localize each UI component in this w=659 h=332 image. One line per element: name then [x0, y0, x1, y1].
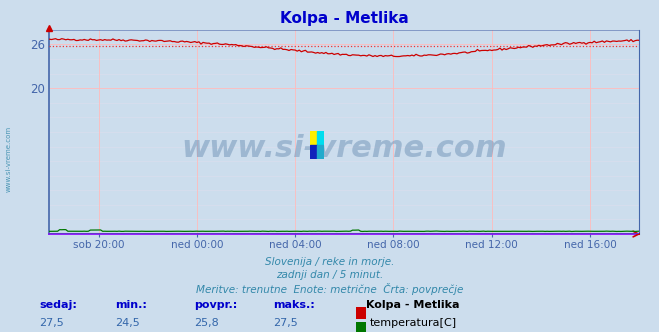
Text: sedaj:: sedaj:: [40, 300, 77, 310]
Text: maks.:: maks.:: [273, 300, 315, 310]
Title: Kolpa - Metlika: Kolpa - Metlika: [280, 11, 409, 26]
Text: min.:: min.:: [115, 300, 147, 310]
Text: temperatura[C]: temperatura[C]: [370, 318, 457, 328]
Bar: [317, 145, 324, 159]
Bar: [310, 131, 317, 145]
Text: Slovenija / reke in morje.: Slovenija / reke in morje.: [265, 257, 394, 267]
Text: povpr.:: povpr.:: [194, 300, 238, 310]
Bar: [317, 131, 324, 145]
Text: 24,5: 24,5: [115, 318, 140, 328]
Text: Kolpa - Metlika: Kolpa - Metlika: [366, 300, 459, 310]
Text: www.si-vreme.com: www.si-vreme.com: [181, 134, 507, 163]
Text: 25,8: 25,8: [194, 318, 219, 328]
Text: www.si-vreme.com: www.si-vreme.com: [5, 126, 11, 193]
Text: 27,5: 27,5: [40, 318, 65, 328]
Bar: [310, 145, 317, 159]
Text: Meritve: trenutne  Enote: metrične  Črta: povprečje: Meritve: trenutne Enote: metrične Črta: …: [196, 283, 463, 294]
Text: zadnji dan / 5 minut.: zadnji dan / 5 minut.: [276, 270, 383, 280]
Text: 27,5: 27,5: [273, 318, 299, 328]
